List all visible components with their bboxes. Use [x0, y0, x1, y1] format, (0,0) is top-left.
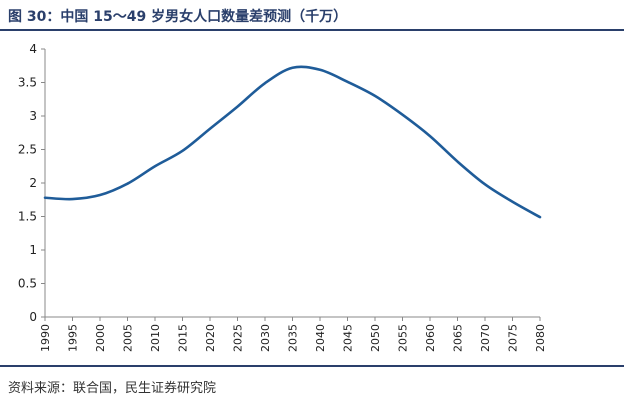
- x-tick-label: 2035: [287, 324, 300, 352]
- x-tick-label: 2055: [397, 324, 410, 352]
- x-tick-label: 2060: [424, 324, 437, 352]
- source-rule: [0, 365, 624, 367]
- y-tick-label: 3.5: [18, 76, 37, 90]
- x-tick-label: 2005: [122, 324, 135, 352]
- x-tick-label: 2070: [479, 324, 492, 352]
- x-tick-group: 1990 1995 2000 2005 2010 2015 2020 2025 2030 2035…: [39, 317, 547, 352]
- y-tick-label: 2.5: [18, 143, 37, 157]
- title-rule: [0, 29, 624, 31]
- x-tick-label: 2040: [314, 324, 327, 352]
- x-tick-label: 2080: [534, 324, 547, 352]
- x-tick-label: 2050: [369, 324, 382, 352]
- y-tick-label: 2: [29, 176, 37, 190]
- y-tick-label: 1: [29, 243, 37, 257]
- series-line: [43, 65, 542, 219]
- x-tick-label: 2030: [259, 324, 272, 352]
- x-tick-label: 2000: [94, 324, 107, 352]
- y-tick-label: 0: [29, 310, 37, 324]
- source-note: 资料来源：联合国，民生证券研究院: [8, 381, 217, 396]
- y-tick-label: 3: [29, 109, 37, 123]
- y-tick-group: 0 0.5 1 1.5 2 2.5 3 3.5 4: [18, 42, 45, 324]
- y-tick-label: 1.5: [18, 210, 37, 224]
- x-tick-label: 2045: [342, 324, 355, 352]
- x-tick-label: 2015: [177, 324, 190, 352]
- data-point-group: [44, 67, 541, 218]
- x-tick-label: 2065: [452, 324, 465, 352]
- x-tick-label: 2075: [507, 324, 520, 352]
- figure-title: 图 30：中国 15～49 岁男女人口数量差预测（千万）: [8, 9, 348, 25]
- x-tick-label: 1995: [67, 324, 80, 352]
- x-tick-label: 2010: [149, 324, 162, 352]
- x-tick-label: 2025: [232, 324, 245, 352]
- y-tick-label: 4: [29, 42, 37, 56]
- y-tick-label: 0.5: [18, 277, 37, 291]
- x-tick-label: 1990: [39, 324, 52, 352]
- x-tick-label: 2020: [204, 324, 217, 352]
